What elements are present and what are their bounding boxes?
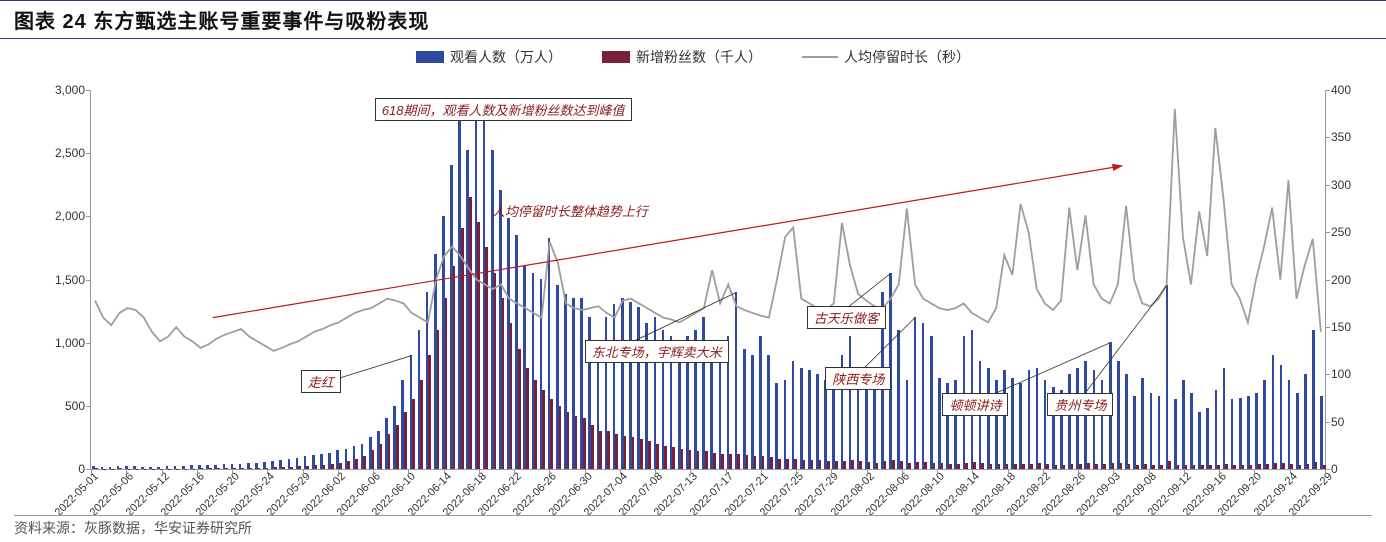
annotation-pointer xyxy=(331,356,412,381)
legend-swatch-bar2 xyxy=(602,51,630,63)
legend: 观看人数（万人） 新增粉丝数（千人） 人均停留时长（秒） xyxy=(0,47,1386,67)
legend-item-line: 人均停留时长（秒） xyxy=(802,47,970,67)
annotation-label: 古天乐做客 xyxy=(807,306,886,329)
stay-duration-line xyxy=(95,109,1321,351)
annotation-label: 贵州专场 xyxy=(1047,393,1113,416)
legend-label-bar2: 新增粉丝数（千人） xyxy=(636,47,762,67)
chart-title: 图表 24 东方甄选主账号重要事件与吸粉表现 xyxy=(0,0,1386,39)
annotation-label: 顿顿讲诗 xyxy=(942,393,1008,416)
annotation-label: 人均停留时长整体趋势上行 xyxy=(486,200,654,221)
annotation-label: 618期间，观看人数及新增粉丝数达到峰值 xyxy=(375,98,632,121)
plot-area: 05001,0001,5002,0002,5003,00005010015020… xyxy=(90,90,1326,470)
annotation-pointer xyxy=(1077,286,1166,403)
legend-item-bar2: 新增粉丝数（千人） xyxy=(602,47,762,67)
legend-label-bar1: 观看人数（万人） xyxy=(450,47,562,67)
source-citation: 资料来源：灰豚数据，华安证券研究所 xyxy=(14,515,1372,538)
legend-swatch-line xyxy=(802,56,838,58)
line-overlay xyxy=(91,90,1325,469)
legend-label-line: 人均停留时长（秒） xyxy=(844,47,970,67)
legend-swatch-bar1 xyxy=(416,51,444,63)
annotation-label: 走红 xyxy=(301,370,341,393)
legend-item-bar1: 观看人数（万人） xyxy=(416,47,562,67)
figure-container: { "title":"图表 24 东方甄选主账号重要事件与吸粉表现", "sou… xyxy=(0,0,1386,542)
annotation-label: 陕西专场 xyxy=(825,367,891,390)
annotation-label: 东北专场，宇辉卖大米 xyxy=(585,340,729,363)
trend-arrow xyxy=(213,166,1122,318)
